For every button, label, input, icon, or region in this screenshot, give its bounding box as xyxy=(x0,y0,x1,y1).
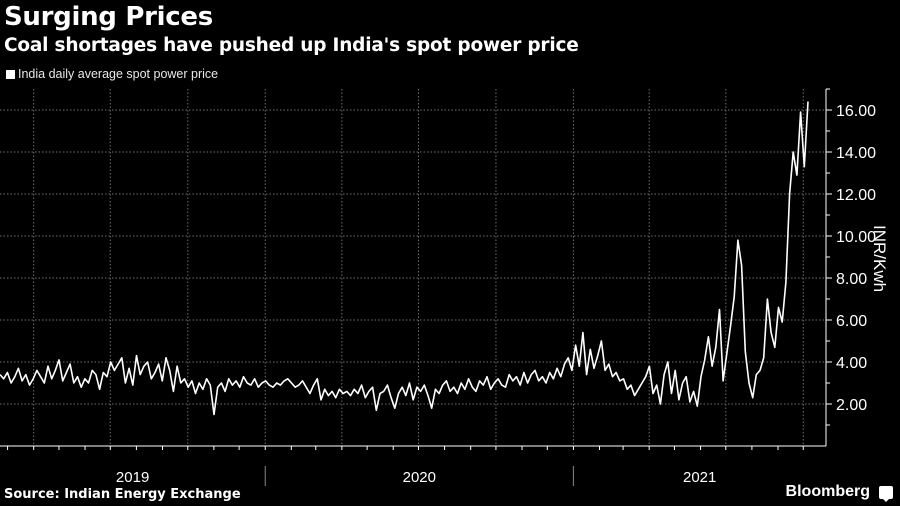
y-ticks: 2.00 4.00 6.00 8.00 10.00 12.00 14.00 16.00 xyxy=(826,88,876,426)
y-tick-label: 8.00 xyxy=(836,271,867,288)
bloomberg-logo: Bloomberg xyxy=(785,483,870,500)
source-note: Source: Indian Energy Exchange xyxy=(4,487,241,502)
y-tick-label: 12.00 xyxy=(836,187,876,204)
y-tick-label: 6.00 xyxy=(836,313,867,330)
y-tick-label: 14.00 xyxy=(836,145,876,162)
grid xyxy=(0,89,826,446)
legend-label: India daily average spot power price xyxy=(18,67,219,81)
y-tick-label: 10.00 xyxy=(836,229,876,246)
y-tick-label: 2.00 xyxy=(836,397,867,414)
x-ticks: 2019 2020 2021 xyxy=(7,446,804,486)
chart-subtitle: Coal shortages have pushed up India's sp… xyxy=(4,35,579,56)
x-tick-label: 2020 xyxy=(403,469,436,486)
legend: India daily average spot power price xyxy=(6,67,218,81)
chart-title: Surging Prices xyxy=(4,2,213,32)
chart-speech-bubble-icon xyxy=(879,486,893,502)
y-axis-label: INR/Kwh xyxy=(870,225,889,293)
legend-swatch-icon xyxy=(6,69,15,79)
y-tick-label: 16.00 xyxy=(836,103,876,120)
series-line-india-spot-price xyxy=(0,101,809,416)
x-tick-label: 2021 xyxy=(683,469,716,486)
x-tick-label: 2019 xyxy=(116,469,149,486)
y-tick-label: 4.00 xyxy=(836,355,867,372)
axes xyxy=(0,89,827,447)
